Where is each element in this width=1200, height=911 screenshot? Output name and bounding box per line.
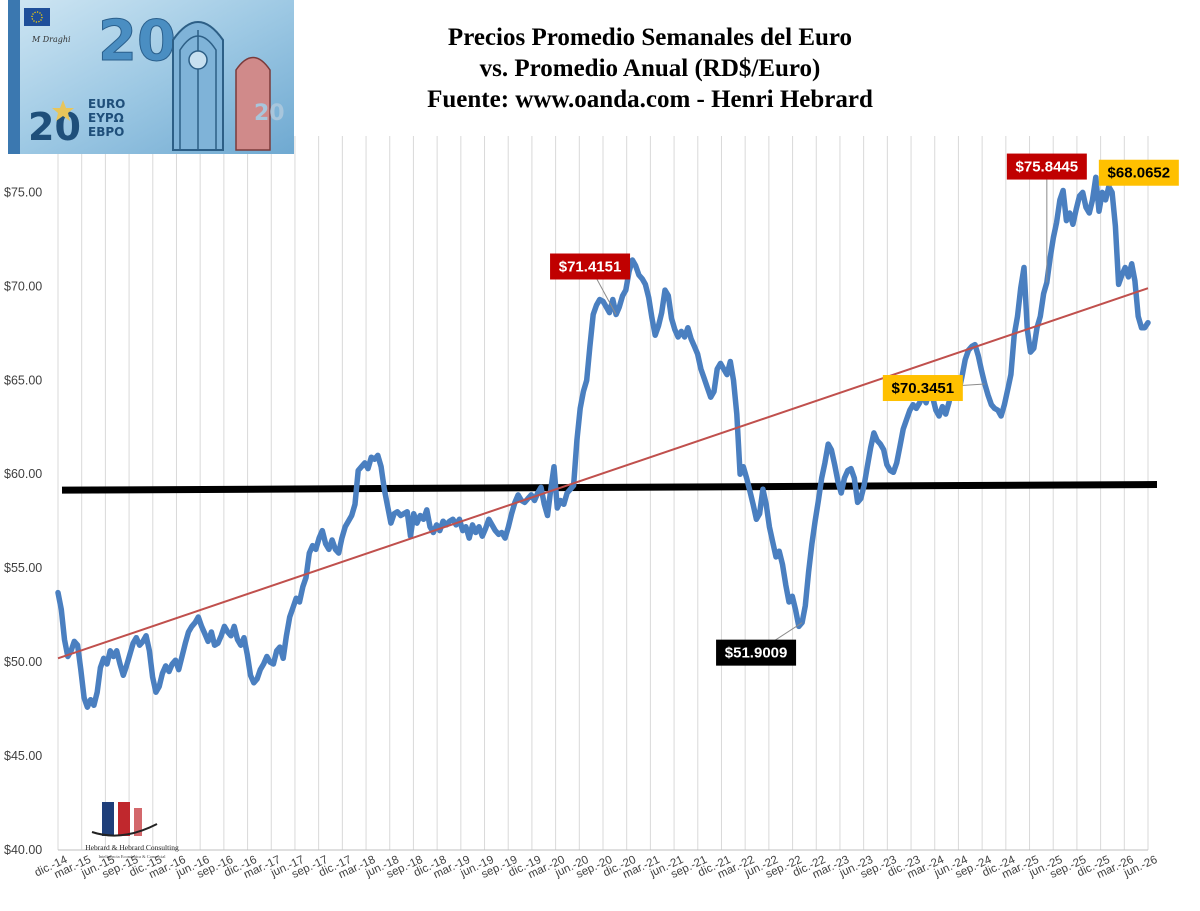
- banknote-euro-latin: EURO: [88, 97, 125, 111]
- banknote-value-watermark: 20: [254, 101, 285, 126]
- title-line-3: Fuente: www.oanda.com - Henri Hebrard: [427, 86, 873, 113]
- banknote-value-large: 20: [98, 9, 176, 74]
- trend-line: [57, 287, 1149, 660]
- callout-box: [716, 639, 797, 666]
- star-hologram-icon: [52, 100, 74, 121]
- y-tick-label: $65.00: [4, 373, 42, 387]
- callout-label: $51.9009: [725, 645, 788, 662]
- callout-box: [550, 253, 631, 280]
- gothic-window-icon: [172, 21, 271, 151]
- y-tick-label: $75.00: [4, 185, 42, 199]
- y-tick-label: $70.00: [4, 279, 42, 293]
- callout-label: $71.4151: [559, 259, 622, 276]
- y-tick-label: $40.00: [4, 843, 42, 857]
- y-axis: $40.00 $45.00 $50.00 $55.00 $60.00 $65.00 $70.…: [4, 185, 42, 857]
- callout: $70.3451: [882, 375, 985, 402]
- callout: $68.0652: [1098, 159, 1179, 188]
- gridlines: [57, 136, 1149, 850]
- eu-flag-icon: [24, 8, 50, 26]
- callout-box: [1006, 153, 1087, 180]
- callout-label: $70.3451: [892, 380, 955, 397]
- y-tick-label: $50.00: [4, 655, 42, 669]
- callout: $51.9009: [716, 622, 803, 666]
- euro-banknote-image: M Draghi 20 EURO ΕΥΡΩ ЕВРО 20 20: [8, 0, 294, 154]
- callout-label: $68.0652: [1108, 165, 1171, 182]
- banknote-signature: M Draghi: [31, 35, 71, 44]
- y-tick-label: $45.00: [4, 749, 42, 763]
- callout-box: [882, 375, 963, 402]
- title-line-1: Precios Promedio Semanales del Euro: [447, 24, 853, 51]
- banknote-euro-cyrillic: ЕВРО: [88, 125, 124, 139]
- y-tick-label: $55.00: [4, 561, 42, 575]
- callout-box: [1098, 159, 1179, 186]
- banknote-euro-greek: ΕΥΡΩ: [88, 111, 124, 125]
- annotations: $71.4151 $75.8445 $51.9009 $70.3451 $68.0652: [550, 153, 1179, 666]
- chart-title: Precios Promedio Semanales del Euro vs. …: [300, 22, 1000, 115]
- company-logo: Hebrard & Hebrard Consulting Inteligenci…: [85, 802, 179, 859]
- callout: $71.4151: [550, 253, 631, 315]
- series-line: [55, 174, 1151, 710]
- logo-company-name: Hebrard & Hebrard Consulting: [85, 843, 179, 852]
- y-tick-label: $60.00: [4, 467, 42, 481]
- logo-tagline: Inteligencia Económica & Comercial: [98, 854, 166, 859]
- annual-average-line: [61, 481, 1158, 494]
- callout: $75.8445: [1006, 153, 1087, 283]
- title-line-2: vs. Promedio Anual (RD$/Euro): [479, 55, 821, 82]
- callout-label: $75.8445: [1016, 159, 1079, 176]
- banknote-value-small: 20: [28, 105, 81, 149]
